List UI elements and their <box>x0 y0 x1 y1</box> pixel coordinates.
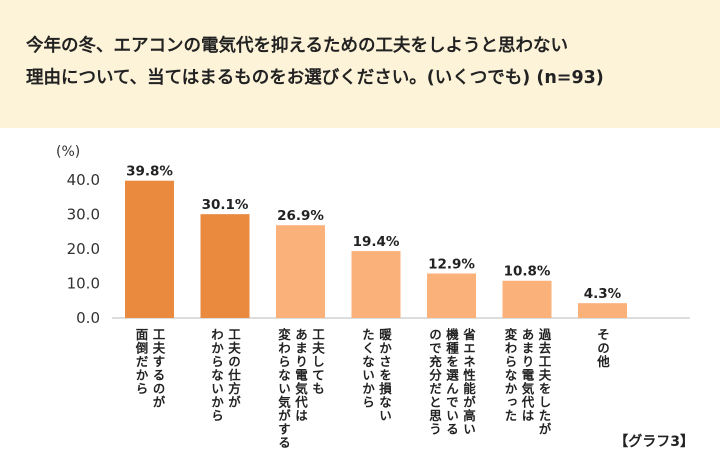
bar-value-label: 39.8% <box>126 164 173 180</box>
category-label: 工夫するのが 面倒だから <box>133 328 166 409</box>
y-tick-label: 10.0 <box>67 275 100 293</box>
bar <box>125 180 174 318</box>
bar <box>578 303 627 318</box>
bar-value-label: 10.8% <box>504 264 551 280</box>
bar <box>200 214 250 318</box>
y-tick-label: 0.0 <box>76 309 100 327</box>
chart-title-line-2: 理由について、当てはまるものをお選びください。(いくつでも) (n=93) <box>26 68 604 88</box>
title-banner: 今年の冬、エアコンの電気代を抑えるための工夫をしようと思わない 理由について、当… <box>0 0 720 128</box>
chart-title: 今年の冬、エアコンの電気代を抑えるための工夫をしようと思わない 理由について、当… <box>26 30 706 94</box>
y-tick-label: 40.0 <box>67 171 100 189</box>
bar-value-label: 26.9% <box>277 208 324 224</box>
bar-value-label: 12.9% <box>428 256 475 272</box>
category-label: 工夫しても あまり電気代は 変わらない気がする <box>276 328 325 450</box>
bar <box>276 225 325 318</box>
category-label: 省エネ性能が高い 機種を選んでいる ので充分だと思う <box>427 328 476 436</box>
bar <box>502 280 552 318</box>
category-label: 暖かさを損ない たくないから <box>360 328 392 423</box>
bar <box>427 273 476 318</box>
bar-value-label: 30.1% <box>202 197 249 213</box>
category-label: その他 <box>595 328 610 369</box>
category-label: 工夫の仕方が わからないから <box>209 328 241 423</box>
chart-title-line-1: 今年の冬、エアコンの電気代を抑えるための工夫をしようと思わない <box>26 36 568 56</box>
bar-value-label: 19.4% <box>353 234 400 250</box>
y-axis-unit: (%) <box>56 144 81 160</box>
bar <box>351 251 401 318</box>
bar-value-label: 4.3% <box>584 286 622 302</box>
y-tick-label: 30.0 <box>67 206 100 224</box>
figure-number-badge: 【グラフ3】 <box>614 434 694 450</box>
y-tick-label: 20.0 <box>67 240 100 258</box>
category-label: 過去工夫をしたが あまり電気代は 変わらなかった <box>502 328 552 436</box>
